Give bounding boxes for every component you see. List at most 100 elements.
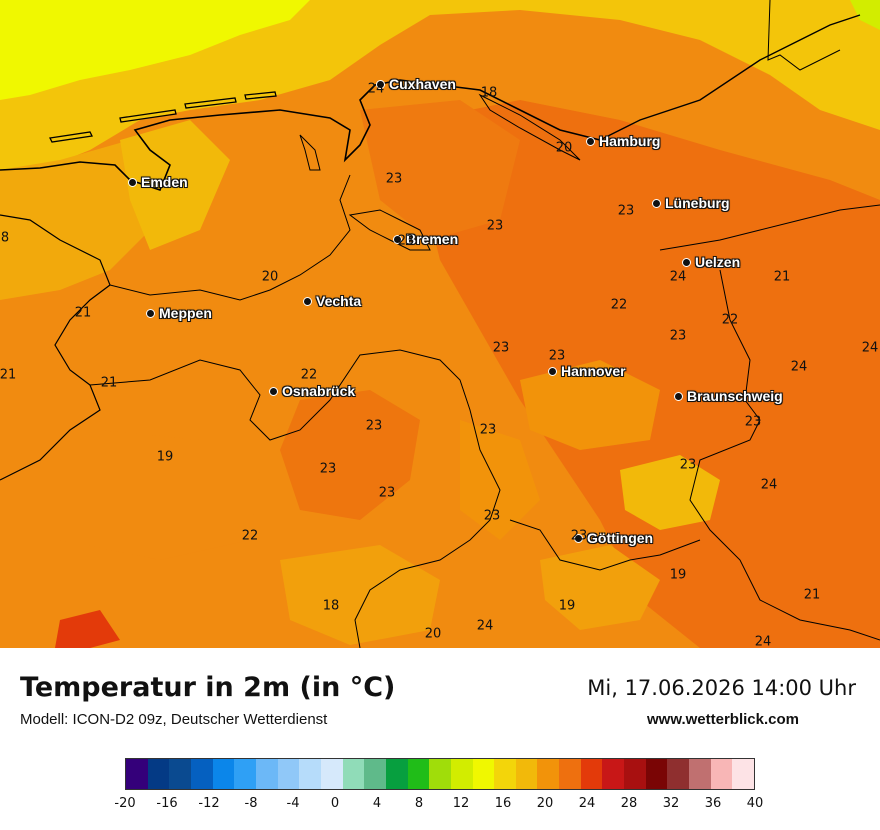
color-scale-tick-label: 12 [452,796,470,811]
city-vechta: Vechta [303,293,361,309]
color-scale-tick-label: 4 [372,796,382,811]
temperature-value: 23 [486,218,504,234]
city-lueneburg: Lüneburg [652,195,730,211]
color-scale-tick-label: 24 [578,796,596,811]
temperature-value: 23 [319,461,337,477]
temperature-value: 24 [367,81,385,97]
forecast-datetime: Mi, 17.06.2026 14:00 Uhr [587,676,856,700]
temperature-value: 18 [322,598,340,614]
city-marker [586,136,595,146]
city-marker [674,391,683,401]
temperature-field [0,0,880,648]
color-scale-segment [407,759,430,789]
color-scale-segment [624,759,646,789]
city-marker [376,79,385,89]
temperature-value: 23 [548,348,566,364]
color-scale-segment [277,759,300,789]
color-scale-tick-label: 36 [704,796,722,811]
temperature-value: 23 [679,457,697,473]
website-link[interactable]: www.wetterblick.com [647,711,799,728]
temperature-value: 24 [790,359,808,375]
map-footer [0,648,880,830]
color-scale-segment [732,759,755,789]
color-scale-segment [580,759,603,789]
temperature-value: 21 [773,269,791,285]
temperature-value: 19 [156,449,174,465]
temperature-value: 21 [100,375,118,391]
color-scale-tick-label: 28 [620,796,638,811]
temperature-value: 23 [397,233,415,249]
temperature-value: 24 [861,340,879,356]
color-scale-segment [126,759,148,789]
temperature-value: 20 [555,140,573,156]
color-scale-tick-label: 16 [494,796,512,811]
color-scale-segment [385,759,408,789]
temperature-value: 21 [74,305,92,321]
city-hannover: Hannover [548,363,626,379]
city-marker [128,177,137,187]
temperature-value: 23 [483,508,501,524]
color-scale-tick-label: 40 [746,796,764,811]
temperature-value: 22 [610,297,628,313]
city-cuxhaven: Cuxhaven [376,76,456,92]
city-marker [393,234,402,244]
city-marker [652,198,661,208]
color-scale-segment [689,759,711,789]
color-scale-segment [364,759,386,789]
color-scale-segment [234,759,256,789]
city-goettingen: Göttingen [574,530,653,546]
city-marker [548,366,557,376]
color-scale-segment [255,759,278,789]
color-scale-segment [212,759,235,789]
temperature-value: 23 [570,528,588,544]
color-scale-segment [559,759,581,789]
temperature-value: 23 [744,414,762,430]
color-scale-tick-label: -20 [114,796,136,811]
color-scale-tick-label: 20 [536,796,554,811]
temperature-value: 8 [0,230,10,246]
color-scale-segment [710,759,733,789]
temperature-value: 23 [669,328,687,344]
color-scale-segment [494,759,516,789]
color-scale-segment [645,759,668,789]
color-scale-bar [125,758,755,790]
temperature-value: 23 [492,340,510,356]
model-info: Modell: ICON-D2 09z, Deutscher Wetterdie… [20,711,328,728]
color-scale-tick-label: -12 [198,796,220,811]
color-scale-segment [147,759,170,789]
color-scale-segment [537,759,560,789]
temperature-value: 18 [480,85,498,101]
temperature-value: 23 [378,485,396,501]
temperature-value: 23 [385,171,403,187]
city-bremen: Bremen [393,231,458,247]
temperature-value: 22 [300,367,318,383]
temperature-value: 23 [479,422,497,438]
temperature-value: 21 [0,367,17,383]
city-emden: Emden [128,174,188,190]
city-marker [574,533,583,543]
temperature-value: 21 [803,587,821,603]
temperature-value: 24 [754,634,772,649]
color-scale-segment [602,759,625,789]
temperature-value: 23 [617,203,635,219]
temperature-value: 22 [241,528,259,544]
city-osnabrueck: Osnabrück [269,383,355,399]
color-scale-segment [190,759,213,789]
temperature-value: 24 [669,269,687,285]
color-scale-segment [169,759,191,789]
color-scale-segment [450,759,473,789]
temperature-value: 19 [669,567,687,583]
color-scale-segment [472,759,495,789]
city-braunschweig: Braunschweig [674,388,783,404]
color-scale-segment [429,759,451,789]
color-scale-segment [299,759,321,789]
city-hamburg: Hamburg [586,133,660,149]
color-scale-segment [342,759,365,789]
temperature-value: 20 [261,269,279,285]
city-meppen: Meppen [146,305,212,321]
color-scale-tick-label: 8 [414,796,424,811]
map-title: Temperatur in 2m (in °C) [20,672,396,703]
temperature-value: 24 [760,477,778,493]
temperature-value: 20 [424,626,442,642]
color-scale-segment [320,759,343,789]
